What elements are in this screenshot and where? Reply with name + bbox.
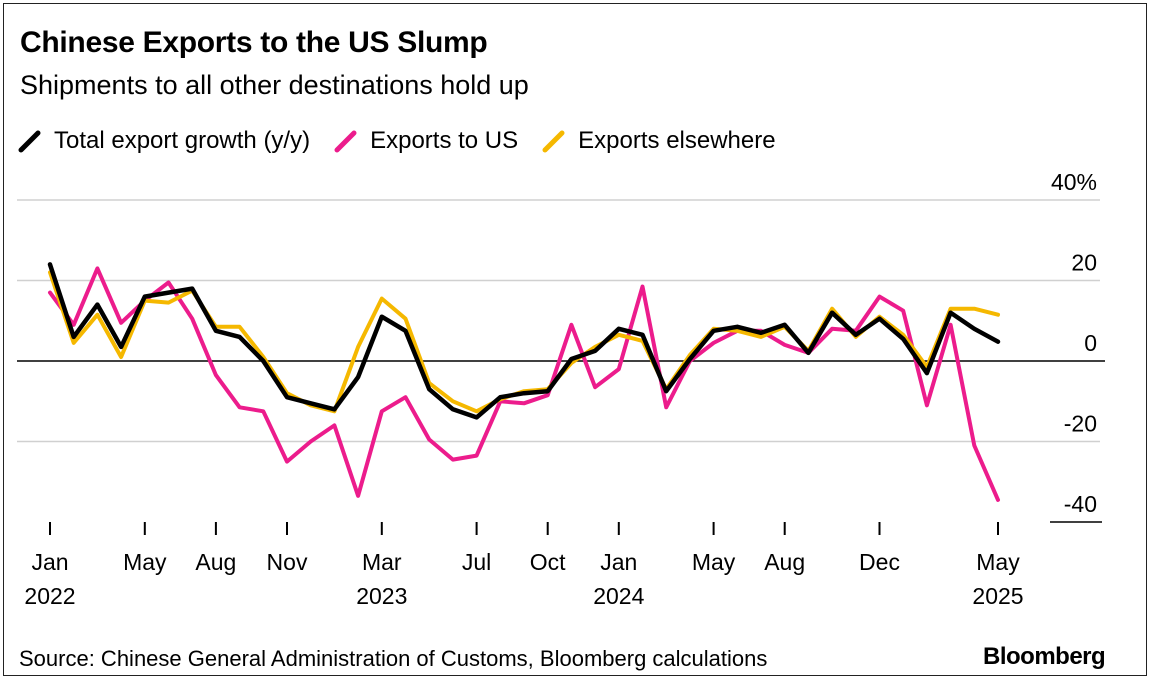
x-tick-label: Jul xyxy=(462,549,491,575)
x-tick-year-label: 2024 xyxy=(593,583,644,609)
source-note: Source: Chinese General Administration o… xyxy=(19,646,768,671)
x-tick-label: May xyxy=(692,549,736,575)
legend-item-total: Total export growth (y/y) xyxy=(18,127,310,155)
x-tick-label: Dec xyxy=(859,549,900,575)
legend-label-total: Total export growth (y/y) xyxy=(54,127,311,154)
y-tick-label: -20 xyxy=(1064,411,1097,437)
series-line-us xyxy=(48,266,1000,502)
series-line-elsewhere xyxy=(48,270,1000,414)
chart-frame xyxy=(3,3,1147,676)
legend-label-elsewhere: Exports elsewhere xyxy=(578,127,776,154)
legend-swatch-us xyxy=(334,130,357,153)
x-tick-label: Oct xyxy=(530,549,566,575)
x-tick-label: May xyxy=(976,549,1020,575)
legend-swatch-total xyxy=(18,130,41,153)
y-tick-label: 0 xyxy=(1084,330,1097,356)
x-tick-label: Jan xyxy=(31,549,68,575)
legend-item-elsewhere: Exports elsewhere xyxy=(542,127,776,155)
y-tick-label: -40 xyxy=(1064,491,1097,517)
series-line-total xyxy=(47,262,1001,420)
x-tick-year-label: 2022 xyxy=(24,583,75,609)
legend-item-us: Exports to US xyxy=(334,127,518,155)
legend-swatch-elsewhere xyxy=(542,130,565,153)
y-tick-label: 40% xyxy=(1051,169,1097,195)
x-tick-label: Aug xyxy=(195,549,236,575)
legend: Total export growth (y/y) Exports to US … xyxy=(18,127,800,155)
bloomberg-logo: Bloomberg xyxy=(983,643,1106,670)
x-tick-label: May xyxy=(123,549,167,575)
legend-label-us: Exports to US xyxy=(370,127,519,154)
chart-subtitle: Shipments to all other destinations hold… xyxy=(20,70,529,100)
y-tick-label: 20 xyxy=(1071,250,1097,276)
x-tick-label: Mar xyxy=(362,549,402,575)
chart-title: Chinese Exports to the US Slump xyxy=(20,26,488,59)
x-tick-year-label: 2023 xyxy=(356,583,407,609)
x-tick-label: Jan xyxy=(600,549,637,575)
x-tick-label: Nov xyxy=(267,549,308,575)
x-tick-year-label: 2025 xyxy=(972,583,1023,609)
x-tick-label: Aug xyxy=(764,549,805,575)
